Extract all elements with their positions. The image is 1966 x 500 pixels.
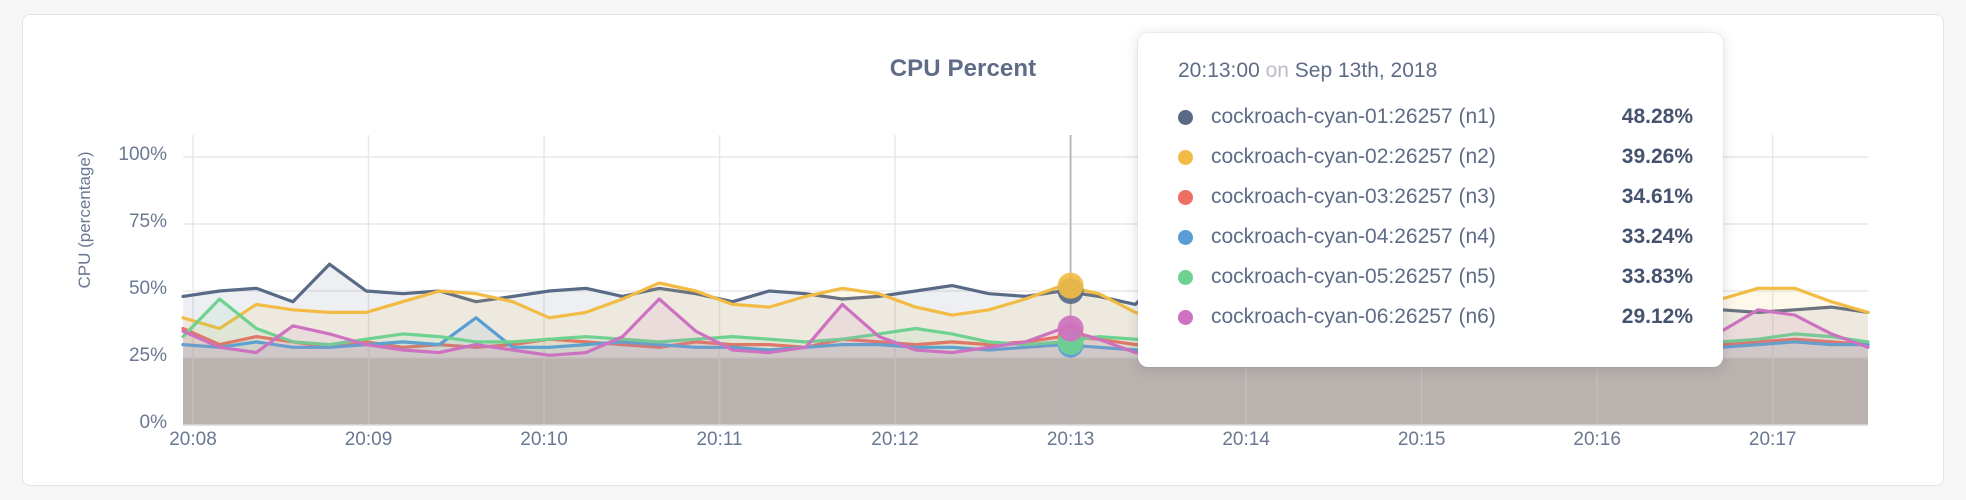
tooltip-series-value: 33.83% — [1621, 265, 1693, 288]
tooltip-series-row: cockroach-cyan-01:26257 (n1) 48.28% — [1178, 97, 1693, 137]
tooltip-time: 20:13:00 — [1178, 59, 1260, 82]
tooltip-series-label: cockroach-cyan-06:26257 (n6) — [1211, 305, 1496, 328]
tooltip-timestamp: 20:13:00 on Sep 13th, 2018 — [1178, 59, 1693, 83]
series-color-dot-icon — [1178, 189, 1193, 205]
x-tick-label: 20:11 — [696, 429, 743, 450]
tooltip-on-word: on — [1265, 59, 1289, 82]
tooltip-series-label: cockroach-cyan-05:26257 (n5) — [1211, 265, 1496, 288]
tooltip-series-value: 48.28% — [1621, 105, 1693, 128]
x-tick-label: 20:13 — [1046, 429, 1095, 450]
tooltip-series-row: cockroach-cyan-03:26257 (n3) 34.61% — [1178, 177, 1693, 217]
y-tick-label: 50% — [128, 278, 167, 299]
x-tick-label: 20:15 — [1397, 429, 1446, 450]
y-tick-label: 75% — [128, 211, 167, 232]
tooltip-series-row: cockroach-cyan-04:26257 (n4) 33.24% — [1178, 217, 1693, 257]
x-tick-label: 20:16 — [1573, 429, 1621, 450]
x-tick-label: 20:12 — [871, 429, 919, 450]
tooltip-series-value: 33.24% — [1621, 225, 1693, 248]
hover-tooltip: 20:13:00 on Sep 13th, 2018 cockroach-cya… — [1138, 33, 1723, 367]
tooltip-series-value: 39.26% — [1621, 145, 1693, 168]
series-color-dot-icon — [1178, 269, 1193, 285]
tooltip-series-value: 29.12% — [1621, 305, 1693, 328]
y-tick-label: 0% — [139, 412, 167, 433]
series-color-dot-icon — [1178, 229, 1193, 245]
series-color-dot-icon — [1178, 109, 1193, 125]
x-tick-label: 20:10 — [520, 429, 568, 450]
x-tick-label: 20:14 — [1222, 429, 1270, 450]
tooltip-series-label: cockroach-cyan-03:26257 (n3) — [1211, 185, 1496, 208]
tooltip-series-value: 34.61% — [1621, 185, 1693, 208]
x-tick-label: 20:09 — [344, 429, 393, 450]
tooltip-series-label: cockroach-cyan-02:26257 (n2) — [1211, 145, 1496, 168]
series-color-dot-icon — [1178, 309, 1193, 325]
tooltip-series-list: cockroach-cyan-01:26257 (n1) 48.28% cockro… — [1178, 97, 1693, 337]
y-tick-label: 25% — [128, 345, 167, 366]
x-tick-label: 20:17 — [1748, 429, 1797, 450]
tooltip-series-row: cockroach-cyan-05:26257 (n5) 33.83% — [1178, 257, 1693, 297]
cpu-percent-chart-card: CPU Percent CPU (percentage) 0% 25% 50% 75%… — [22, 14, 1944, 486]
x-tick-label: 20:08 — [169, 429, 217, 450]
tooltip-series-label: cockroach-cyan-04:26257 (n4) — [1211, 225, 1496, 248]
series-color-dot-icon — [1178, 149, 1193, 165]
chart-title: CPU Percent — [889, 55, 1037, 82]
tooltip-series-label: cockroach-cyan-01:26257 (n1) — [1211, 105, 1496, 128]
y-tick-label: 100% — [118, 144, 167, 165]
tooltip-series-row: cockroach-cyan-02:26257 (n2) 39.26% — [1178, 137, 1693, 177]
tooltip-date: Sep 13th, 2018 — [1294, 59, 1438, 82]
tooltip-series-row: cockroach-cyan-06:26257 (n6) 29.12% — [1178, 297, 1693, 337]
